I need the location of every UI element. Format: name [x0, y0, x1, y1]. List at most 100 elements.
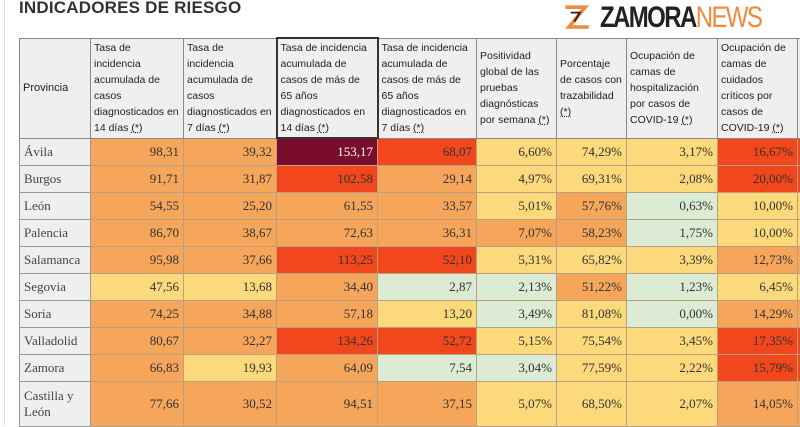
province-name: Zamora [20, 355, 91, 382]
indicator-cell: 14,05% [718, 382, 798, 427]
indicator-cell: 57,18 [277, 301, 378, 328]
indicator-cell: 3,49% [477, 301, 557, 328]
indicator-cell: 37,66 [184, 247, 277, 274]
indicator-cell: 4,97% [477, 166, 557, 193]
indicator-cell: 20,00% [718, 166, 798, 193]
indicator-cell: 74,25 [91, 301, 184, 328]
indicator-cell: 13,68 [184, 274, 277, 301]
indicator-cell: 57,76% [557, 193, 627, 220]
indicator-cell: 34,88 [184, 301, 277, 328]
indicator-cell: 32,27 [184, 328, 277, 355]
province-name: Palencia [20, 220, 91, 247]
column-header-1: Tasa de incidencia acumulada de casos di… [91, 38, 184, 138]
indicator-cell: 52,10 [378, 247, 477, 274]
zamora-news-logo: ZAMORANEWS [560, 0, 800, 36]
indicator-cell: 91,71 [91, 166, 184, 193]
indicator-cell: 7,54 [378, 355, 477, 382]
column-header-2: Tasa de incidencia acumulada de casos di… [184, 38, 277, 138]
indicator-cell: 77,66 [91, 382, 184, 427]
province-name: León [20, 193, 91, 220]
page-border [4, 0, 5, 425]
province-name: Segovia [20, 274, 91, 301]
indicator-cell: 94,51 [277, 382, 378, 427]
indicator-cell: 16,67% [718, 138, 798, 166]
header-label: Porcentaje de casos con trazabilidad [560, 58, 622, 102]
column-header-5: Positividad global de las pruebas diagnó… [477, 38, 557, 138]
indicator-cell: 6,60% [477, 138, 557, 166]
indicator-cell: 68,07 [378, 138, 477, 166]
indicator-cell: 80,67 [91, 328, 184, 355]
logo-zigzag-icon [560, 0, 596, 36]
header-label: Provincia [23, 82, 68, 94]
indicator-cell: 1,75% [627, 220, 718, 247]
indicator-cell: 15,79% [718, 355, 798, 382]
indicator-cell: 10,00% [718, 220, 798, 247]
indicator-cell: 69,31% [557, 166, 627, 193]
column-header-8: Ocupación de camas de cuidados críticos … [718, 38, 798, 138]
indicator-cell: 19,93 [184, 355, 277, 382]
indicator-cell: 102,58 [277, 166, 378, 193]
footnote-link[interactable]: (*) [318, 122, 329, 134]
indicator-cell: 30,52 [184, 382, 277, 427]
indicator-cell: 81,08% [557, 301, 627, 328]
footnote-link[interactable]: (*) [681, 114, 692, 126]
page-title: INDICADORES DE RIESGO [19, 0, 241, 18]
indicator-cell: 2,87 [378, 274, 477, 301]
indicator-cell: 34,40 [277, 274, 378, 301]
indicator-cell: 5,15% [477, 328, 557, 355]
indicator-cell: 29,14 [378, 166, 477, 193]
header-label: Positividad global de las pruebas diagnó… [480, 50, 539, 126]
indicator-cell: 5,07% [477, 382, 557, 427]
indicator-cell: 134,26 [277, 328, 378, 355]
indicator-cell: 98,31 [91, 138, 184, 166]
footnote-link[interactable]: (*) [772, 122, 783, 134]
indicator-cell: 61,55 [277, 193, 378, 220]
indicator-cell: 2,07% [627, 382, 718, 427]
province-name: Valladolid [20, 328, 91, 355]
indicator-cell: 3,04% [477, 355, 557, 382]
indicator-cell: 86,70 [91, 220, 184, 247]
column-header-3: Tasa de incidencia acumulada de casos de… [277, 38, 378, 138]
indicator-cell: 2,13% [477, 274, 557, 301]
logo-text-zamora: ZAMORA [600, 1, 696, 34]
indicator-cell: 2,08% [627, 166, 718, 193]
indicator-cell: 10,00% [718, 193, 798, 220]
indicator-cell: 51,22% [557, 274, 627, 301]
column-header-7: Ocupación de camas de hospitalización po… [627, 38, 718, 138]
indicator-cell: 25,20 [184, 193, 277, 220]
province-name: Salamanca [20, 247, 91, 274]
indicator-cell: 153,17 [277, 138, 378, 166]
indicator-cell: 37,15 [378, 382, 477, 427]
indicator-cell: 3,45% [627, 328, 718, 355]
footnote-link[interactable]: (*) [219, 122, 230, 134]
indicator-cell: 33,57 [378, 193, 477, 220]
header-label: Tasa de incidencia acumulada de casos de… [281, 42, 367, 134]
indicator-cell: 36,31 [378, 220, 477, 247]
header-row: Provincia Tasa de incidencia acumulada de… [20, 38, 800, 138]
indicator-cell: 2,22% [627, 355, 718, 382]
indicator-cell: 74,29% [557, 138, 627, 166]
footnote-link[interactable]: (*) [131, 122, 142, 134]
footnote-link[interactable]: (*) [560, 106, 571, 118]
indicator-cell: 58,23% [557, 220, 627, 247]
indicator-cell: 64,09 [277, 355, 378, 382]
indicator-cell: 75,54% [557, 328, 627, 355]
indicator-cell: 5,01% [477, 193, 557, 220]
indicator-cell: 6,45% [718, 274, 798, 301]
indicator-cell: 14,29% [718, 301, 798, 328]
footnote-link[interactable]: (*) [413, 122, 424, 134]
indicator-cell: 54,55 [91, 193, 184, 220]
indicator-cell: 3,39% [627, 247, 718, 274]
indicator-cell: 65,82% [557, 247, 627, 274]
header-label: Tasa de incidencia acumulada de casos de… [382, 42, 468, 134]
province-name: Ávila [20, 138, 91, 166]
indicator-cell: 17,35% [718, 328, 798, 355]
footnote-link[interactable]: (*) [538, 114, 549, 126]
